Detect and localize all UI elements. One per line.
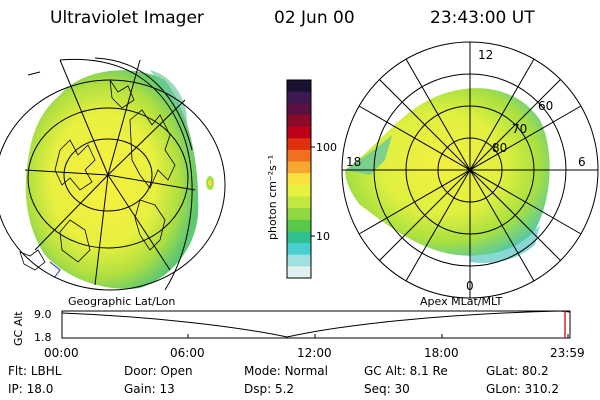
mlat-label-80: 80 <box>492 141 507 155</box>
info-ip: IP: 18.0 <box>8 382 54 396</box>
info-gc-alt: GC Alt: 8.1 Re <box>364 364 448 378</box>
colorbar-segment <box>287 208 311 221</box>
colorbar-segment <box>287 91 311 104</box>
colorbar-segment <box>287 161 311 174</box>
geographic-map <box>0 57 226 291</box>
altitude-xtick-2: 12:00 <box>297 346 332 360</box>
date-label: 02 Jun 00 <box>274 8 355 28</box>
colorbar-tick-100: 100 <box>316 141 337 154</box>
colorbar-segment <box>287 254 311 267</box>
polar-map: 12 18 6 0 60 70 80 <box>341 41 599 299</box>
instrument-title: Ultraviolet Imager <box>50 8 204 28</box>
mlat-label-60: 60 <box>538 99 553 113</box>
colorbar-segment <box>287 266 311 279</box>
info-seq: Seq: 30 <box>364 382 410 396</box>
colorbar-segment <box>287 243 311 256</box>
colorbar-frame <box>286 79 312 279</box>
info-mode: Mode: Normal <box>244 364 328 378</box>
colorbar-segment <box>287 126 311 139</box>
altitude-xtick-3: 18:00 <box>424 346 459 360</box>
altitude-ytick-top: 9.0 <box>34 308 52 321</box>
altitude-trace <box>61 310 571 338</box>
colorbar-segment <box>287 103 311 116</box>
colorbar-segment <box>287 114 311 128</box>
left-map-caption: Geographic Lat/Lon <box>68 295 175 308</box>
mlt-label-6: 6 <box>578 155 586 169</box>
altitude-xtick-4: 23:59 <box>550 346 585 360</box>
colorbar-segment <box>287 184 311 197</box>
mlat-label-70: 70 <box>512 122 527 136</box>
altitude-ytick-bottom: 1.8 <box>34 331 52 344</box>
info-door: Door: Open <box>124 364 193 378</box>
time-label: 23:43:00 UT <box>430 8 535 28</box>
info-dsp: Dsp: 5.2 <box>244 382 295 396</box>
colorbar-tick-10: 10 <box>316 230 330 243</box>
mlt-label-0: 0 <box>466 279 474 293</box>
altitude-xtick-1: 06:00 <box>170 346 205 360</box>
colorbar-unit-label: photon cm⁻²s⁻¹ <box>266 155 279 240</box>
mlt-label-12: 12 <box>478 48 493 62</box>
colorbar-segment <box>287 219 311 232</box>
colorbar-segment <box>287 80 311 93</box>
colorbar <box>286 79 315 279</box>
info-gain: Gain: 13 <box>124 382 175 396</box>
mlt-label-18: 18 <box>346 155 361 169</box>
colorbar-segment <box>287 196 311 209</box>
info-glon: GLon: 310.2 <box>486 382 559 396</box>
colorbar-segment <box>287 173 311 186</box>
colorbar-segment <box>287 138 311 151</box>
colorbar-segment <box>287 149 311 163</box>
info-glat: GLat: 80.2 <box>486 364 549 378</box>
altitude-plot: GC Alt 9.0 1.8 00:00 06:00 12:00 18:00 2… <box>12 308 585 360</box>
altitude-xtick-0: 00:00 <box>44 346 79 360</box>
right-auroral-image <box>345 88 550 256</box>
colorbar-segment <box>287 231 311 244</box>
altitude-ylabel: GC Alt <box>12 311 25 346</box>
info-flt: Flt: LBHL <box>8 364 62 378</box>
right-map-caption: Apex MLat/MLT <box>420 295 503 308</box>
